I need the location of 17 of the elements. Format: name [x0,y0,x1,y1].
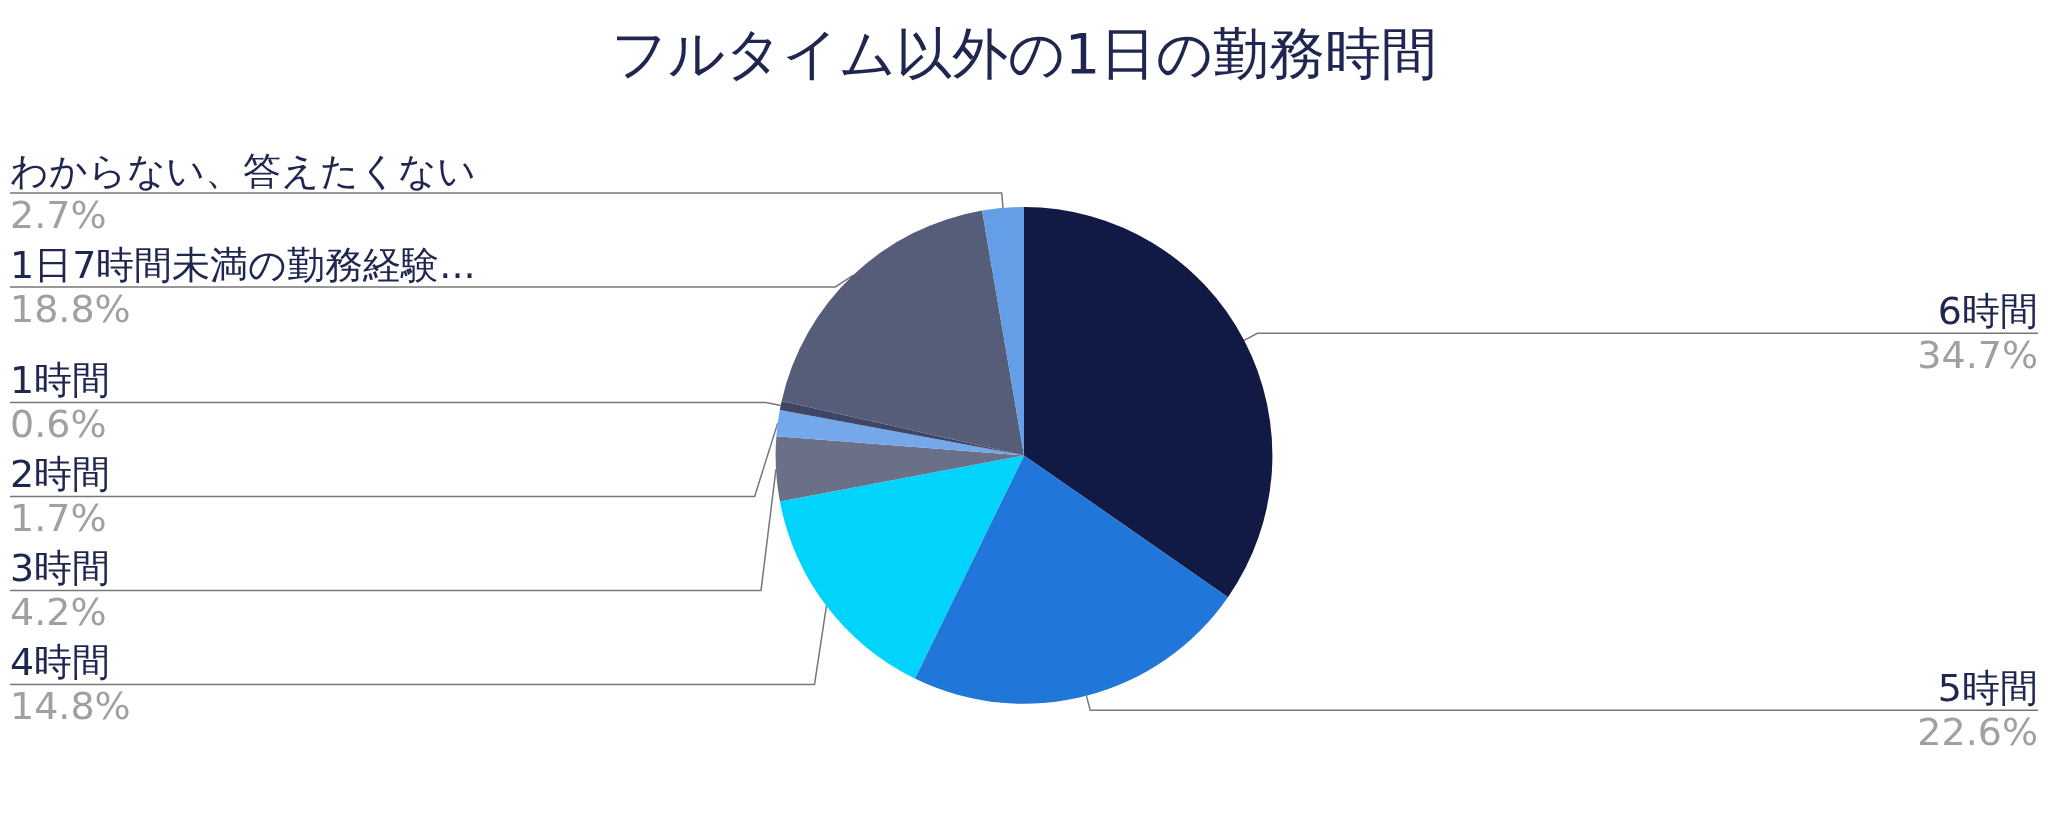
slice-label: 1時間 [10,358,111,403]
data-label: 1.7% [10,496,107,541]
data-label: 22.6% [1917,710,2038,755]
data-label: 4.2% [10,590,107,635]
slice-label: 6時間 [1937,289,2038,334]
chart-title: フルタイム以外の1日の勤務時間 [610,20,1438,86]
slice-label: 4時間 [10,640,111,685]
slice-label: 5時間 [1937,666,2038,711]
slice-label: 1日7時間未満の勤務経験... [10,242,476,287]
data-label: 2.7% [10,192,107,237]
slice-label: わからない、答えたくない [10,148,476,193]
data-label: 34.7% [1917,333,2038,378]
data-label: 18.8% [10,286,131,331]
slice-label: 2時間 [10,452,111,497]
data-label: 14.8% [10,684,131,729]
data-label: 0.6% [10,402,107,447]
slice-label: 3時間 [10,546,111,591]
